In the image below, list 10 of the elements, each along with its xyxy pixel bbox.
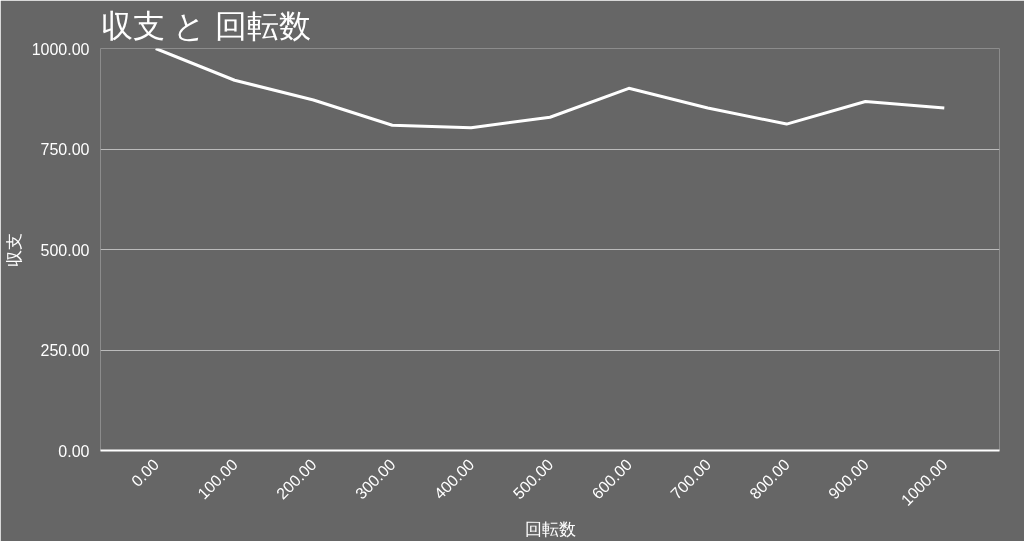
y-tick-label: 500.00 (40, 241, 90, 259)
y-tick-label: 0.00 (58, 442, 90, 460)
x-axis-title: 回転数 (524, 518, 576, 539)
y-tick-label: 1000.00 (31, 40, 90, 58)
y-tick-label: 250.00 (40, 342, 90, 359)
x-tick-label: 0.00 (128, 455, 163, 490)
chart-title: 収支 と 回転数 (100, 7, 312, 44)
y-axis-title: 収支 (3, 232, 24, 267)
line-series (154, 48, 946, 130)
y-tick-label: 750.00 (40, 141, 90, 158)
